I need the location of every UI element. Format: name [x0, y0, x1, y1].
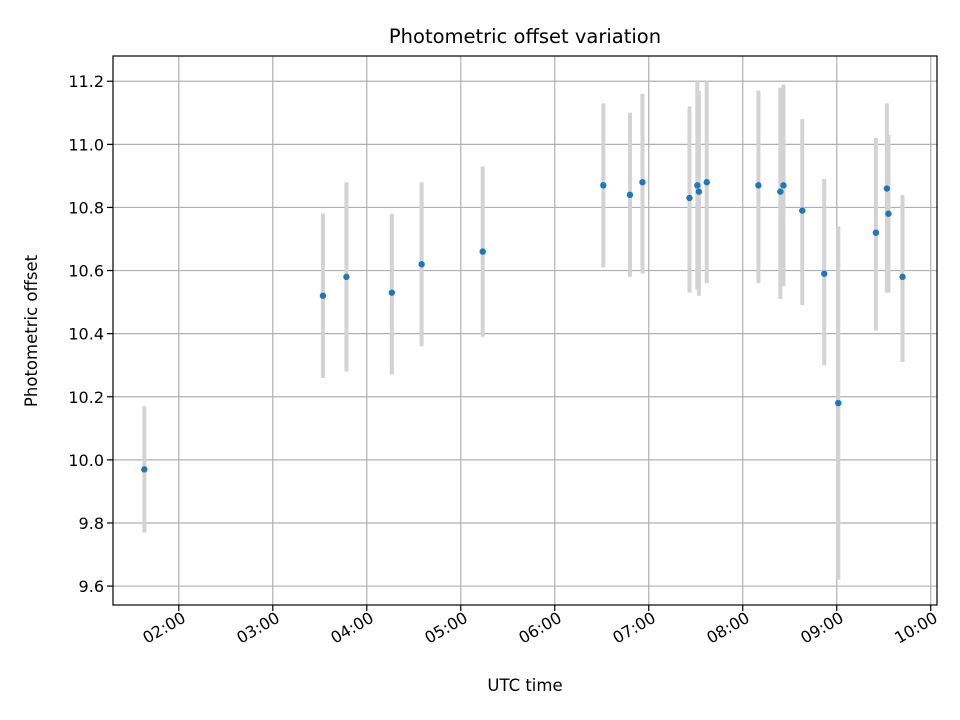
- data-point: [703, 179, 710, 186]
- y-tick-label: 11.2: [68, 72, 104, 91]
- chart-title: Photometric offset variation: [389, 25, 661, 48]
- data-point: [600, 182, 607, 189]
- y-tick-label: 10.8: [68, 198, 104, 217]
- data-point: [694, 182, 701, 189]
- data-point: [343, 273, 350, 281]
- data-point: [777, 188, 784, 195]
- y-tick-label: 10.0: [68, 451, 104, 470]
- x-axis-label: UTC time: [487, 676, 562, 695]
- y-tick-label: 11.0: [68, 135, 104, 154]
- data-point: [883, 185, 891, 192]
- y-tick-label: 10.2: [68, 388, 104, 407]
- data-point: [835, 399, 842, 407]
- data-point: [626, 191, 634, 199]
- data-point: [821, 270, 828, 277]
- data-point: [418, 261, 425, 268]
- data-point: [872, 229, 880, 236]
- data-point: [141, 466, 148, 473]
- y-tick-label: 10.6: [68, 262, 104, 281]
- data-points: [141, 179, 906, 473]
- y-axis-label: Photometric offset: [22, 254, 41, 407]
- data-point: [686, 194, 693, 202]
- data-point: [755, 182, 762, 189]
- data-point: [639, 179, 646, 186]
- data-point: [479, 248, 486, 255]
- data-point: [319, 292, 327, 299]
- data-point: [899, 273, 906, 281]
- data-point: [388, 289, 396, 296]
- data-point: [695, 188, 703, 195]
- data-point: [885, 210, 892, 217]
- y-axis: 9.6 9.8 10.0 10.2 10.4 10.6 10.8 11.0 11.2: [68, 72, 113, 596]
- y-tick-label: 9.8: [79, 514, 104, 533]
- grid: [113, 56, 937, 605]
- y-tick-label: 9.6: [79, 577, 104, 596]
- data-point: [780, 182, 787, 189]
- y-tick-label: 10.4: [68, 325, 104, 344]
- plot-frame: [112, 55, 938, 606]
- data-point: [799, 207, 806, 214]
